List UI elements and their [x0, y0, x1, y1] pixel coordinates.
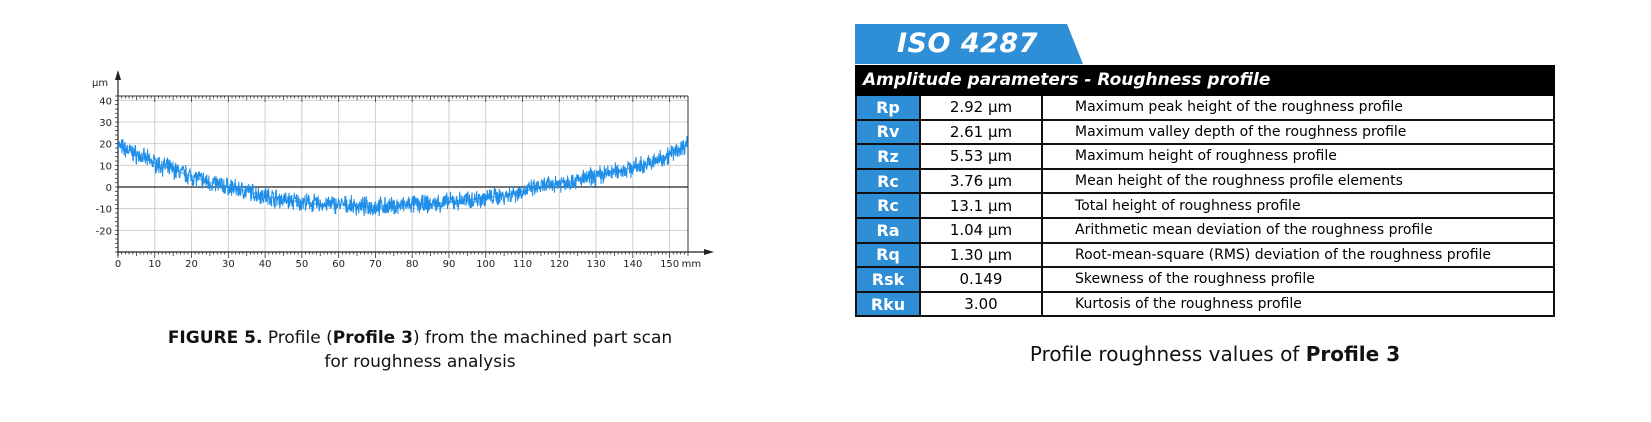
- x-axis-arrow: [704, 249, 714, 255]
- x-tick-label: 130: [587, 259, 606, 270]
- caption-line2: for roughness analysis: [324, 352, 516, 372]
- y-tick-label: 30: [99, 118, 112, 129]
- param-description: Maximum valley depth of the roughness pr…: [1075, 123, 1407, 140]
- table-body: Rp 2.92 µm Maximum peak height of the roug…: [855, 96, 1555, 318]
- y-tick-label: 0: [106, 183, 112, 194]
- x-tick-label: 110: [513, 259, 532, 270]
- table-caption-profile: Profile 3: [1305, 342, 1401, 366]
- param-value: 3.00: [921, 292, 1043, 316]
- param-symbol: Rv: [857, 120, 921, 144]
- iso-title: ISO 4287: [897, 28, 1038, 59]
- param-value: 5.53 µm: [921, 145, 1043, 168]
- x-tick-label: 10: [148, 259, 161, 270]
- profile-series-line: [117, 136, 689, 217]
- param-value: 0.149: [921, 268, 1043, 291]
- param-symbol: Rc: [857, 194, 921, 217]
- param-value: 1.30 µm: [921, 243, 1043, 267]
- table-row: Rv 2.61 µm Maximum valley depth of the rou…: [855, 120, 1555, 146]
- param-symbol: Rc: [857, 169, 921, 193]
- x-tick-label: 40: [259, 259, 272, 270]
- param-description: Arithmetic mean deviation of the roughne…: [1075, 222, 1433, 239]
- param-description: Maximum height of roughness profile: [1075, 148, 1337, 165]
- caption-pre: Profile (: [262, 328, 333, 348]
- param-description: Root-mean-square (RMS) deviation of the …: [1075, 246, 1492, 263]
- profile-chart-area: 40 30 20 10 0 -10 -20 0 10 20 30 40 50 60 70 80 90 100 110…: [80, 62, 760, 294]
- y-axis-arrow: [115, 70, 121, 80]
- roughness-parameter-table: Amplitude parameters - Roughness profile…: [855, 65, 1555, 318]
- profile-mean-line: [117, 142, 689, 208]
- y-tick-label: 40: [99, 96, 112, 107]
- param-symbol: Rsk: [857, 268, 921, 291]
- table-row: Rp 2.92 µm Maximum peak height of the roug…: [855, 96, 1555, 121]
- x-tick-label: 80: [406, 259, 419, 270]
- table-heading: Amplitude parameters - Roughness profile: [855, 65, 1555, 96]
- caption-profile: Profile 3: [332, 328, 413, 348]
- iso-banner-shape: [855, 24, 1083, 64]
- param-value: 3.76 µm: [921, 169, 1043, 193]
- table-row: Rz 5.53 µm Maximum height of roughness pro…: [855, 145, 1555, 170]
- param-symbol: Rp: [857, 96, 921, 119]
- x-tick-label: 100: [476, 259, 495, 270]
- x-tick-label: 150: [660, 259, 679, 270]
- y-unit-label: µm: [92, 78, 108, 89]
- param-value: 2.61 µm: [921, 120, 1043, 144]
- iso-banner: ISO 4287: [855, 24, 1083, 64]
- x-tick-label: 30: [222, 259, 235, 270]
- figure-label: FIGURE 5.: [167, 328, 263, 348]
- table-caption: Profile roughness values of Profile 3: [1000, 342, 1430, 366]
- x-tick-label: 60: [332, 259, 345, 270]
- y-tick-label: 20: [99, 140, 112, 151]
- table-row: Ra 1.04 µm Arithmetic mean deviation of th…: [855, 218, 1555, 244]
- y-tick-label: 10: [99, 161, 112, 172]
- param-value: 2.92 µm: [921, 96, 1043, 119]
- param-symbol: Ra: [857, 218, 921, 242]
- table-row: Rsk 0.149 Skewness of the roughness profil…: [855, 268, 1555, 293]
- x-tick-label: 140: [623, 259, 642, 270]
- table-row: Rc 3.76 µm Mean height of the roughness pr…: [855, 169, 1555, 195]
- table-row: Rku 3.00 Kurtosis of the roughness profile: [855, 292, 1555, 318]
- param-description: Maximum peak height of the roughness pro…: [1075, 99, 1403, 116]
- x-tick-label: 50: [296, 259, 309, 270]
- table-row: Rq 1.30 µm Root-mean-square (RMS) deviatio…: [855, 243, 1555, 269]
- y-tick-label: -20: [96, 226, 112, 237]
- x-tick-label: 70: [369, 259, 382, 270]
- param-value: 13.1 µm: [921, 194, 1043, 217]
- x-tick-label: 90: [443, 259, 456, 270]
- param-description: Kurtosis of the roughness profile: [1075, 296, 1302, 313]
- param-value: 1.04 µm: [921, 218, 1043, 242]
- param-description: Mean height of the roughness profile ele…: [1075, 173, 1403, 190]
- x-unit-label: mm: [682, 259, 701, 270]
- x-tick-label: 20: [185, 259, 198, 270]
- param-description: Skewness of the roughness profile: [1075, 271, 1315, 288]
- param-description: Total height of roughness profile: [1075, 197, 1301, 214]
- x-tick-label: 0: [115, 259, 121, 270]
- param-symbol: Rq: [857, 243, 921, 267]
- x-tick-label: 120: [550, 259, 569, 270]
- table-caption-pre: Profile roughness values of: [1029, 342, 1306, 366]
- y-tick-label: -10: [96, 205, 112, 216]
- figure-caption: FIGURE 5. Profile (Profile 3) from the m…: [90, 326, 750, 374]
- param-symbol: Rz: [857, 145, 921, 168]
- table-row: Rc 13.1 µm Total height of roughness profi…: [855, 194, 1555, 219]
- caption-post: ) from the machined part scan: [412, 328, 673, 348]
- param-symbol: Rku: [857, 292, 921, 316]
